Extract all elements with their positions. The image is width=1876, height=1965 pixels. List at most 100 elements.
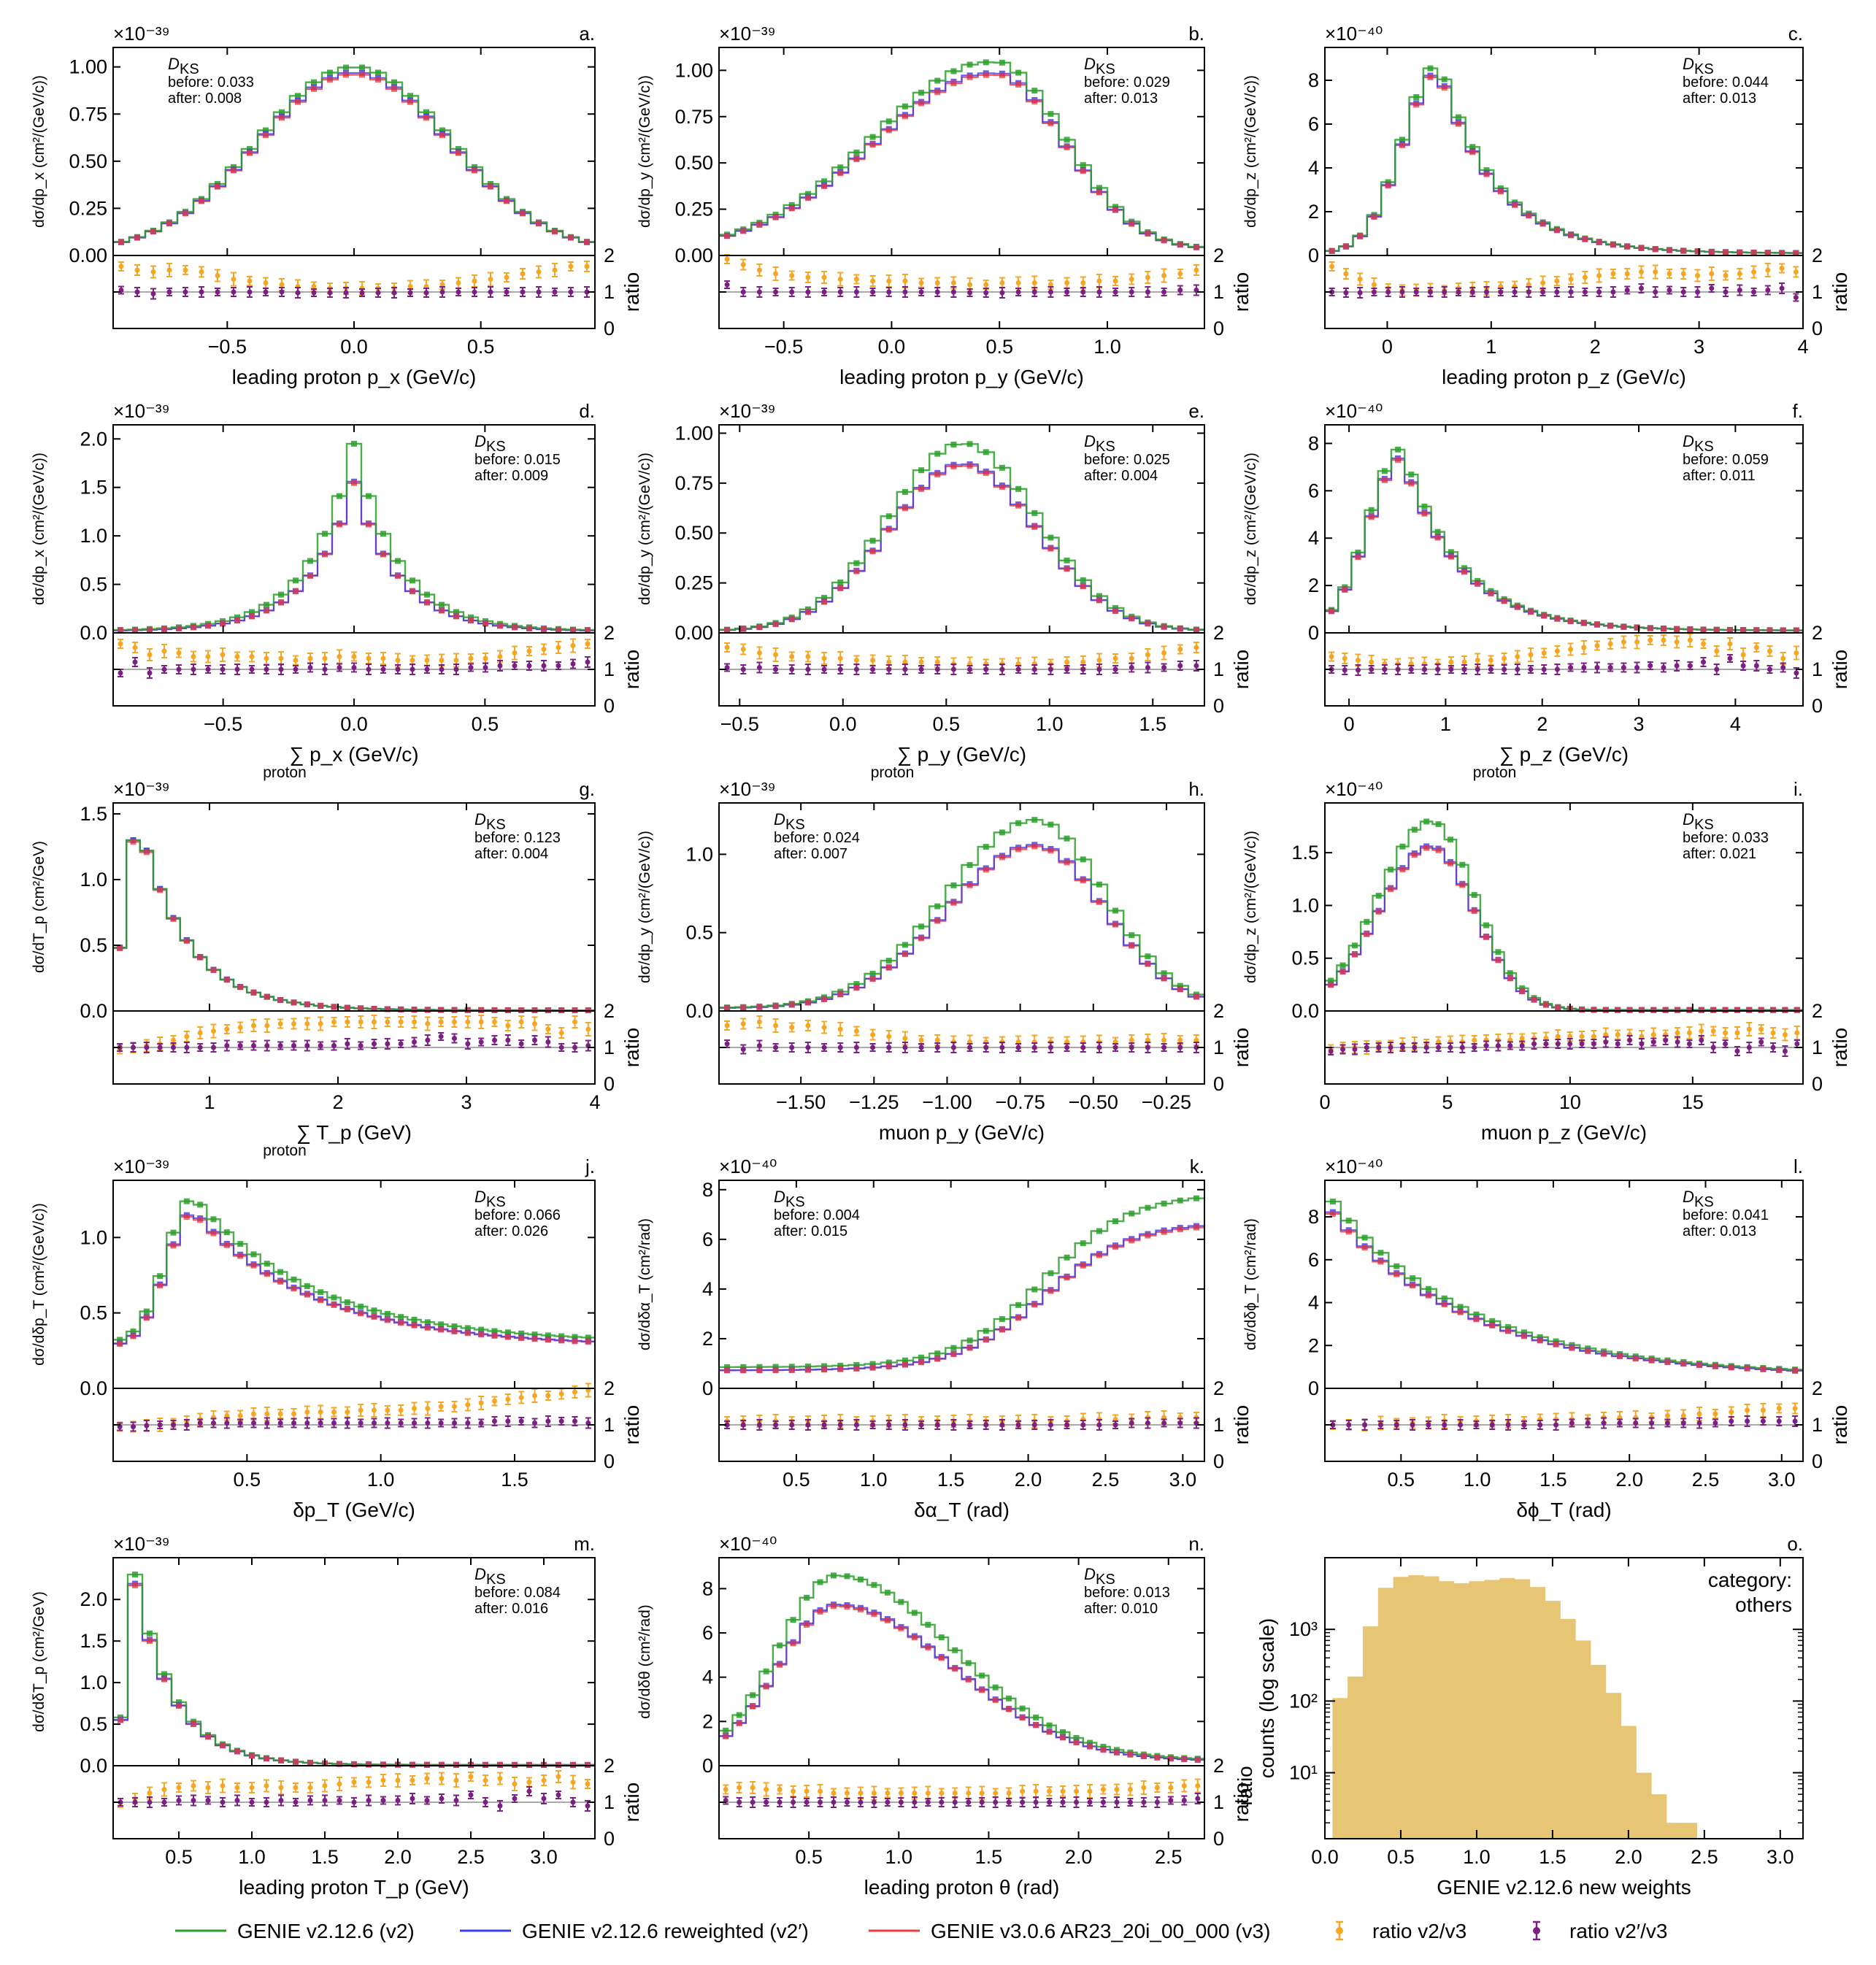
point-v3 bbox=[1375, 909, 1382, 915]
point-v3 bbox=[247, 150, 253, 156]
ratio-v2p-point bbox=[934, 1045, 940, 1050]
ratio-v2p-point bbox=[886, 666, 892, 672]
ratio-v2p-point bbox=[1080, 666, 1086, 672]
y-tick-label: 2.0 bbox=[80, 428, 107, 450]
point-v3 bbox=[1096, 899, 1102, 905]
point-v2 bbox=[1177, 1197, 1183, 1204]
point-v2 bbox=[1193, 1195, 1199, 1201]
ratio-v2p-point bbox=[983, 666, 989, 672]
point-v2 bbox=[170, 1229, 177, 1236]
panel-letter: e. bbox=[1188, 400, 1204, 422]
point-v3 bbox=[1129, 942, 1135, 949]
point-v3 bbox=[740, 1004, 747, 1011]
ratio-v2-point bbox=[1686, 1030, 1692, 1036]
panel-letter: j. bbox=[585, 1155, 595, 1177]
ratio-v2p-point bbox=[934, 1422, 940, 1428]
y-tick-label: 0.00 bbox=[674, 245, 713, 266]
ratio-v2p-point bbox=[211, 1420, 216, 1426]
ratio-tick-label: 2 bbox=[1213, 1000, 1224, 1022]
ratio-v2-point bbox=[1177, 271, 1183, 277]
ratio-v2p-point bbox=[756, 289, 762, 295]
point-v3 bbox=[170, 915, 177, 922]
ratio-axis-label: ratio bbox=[620, 272, 643, 312]
point-v3 bbox=[1064, 144, 1070, 150]
ratio-v2-point bbox=[311, 284, 317, 289]
ratio-v2p-point bbox=[740, 666, 746, 672]
ratio-v2p-point bbox=[934, 666, 940, 672]
ratio-v2p-point bbox=[251, 1420, 256, 1426]
ratio-v2p-point bbox=[1696, 1420, 1702, 1426]
point-v3 bbox=[1753, 627, 1760, 634]
ratio-v2p-point bbox=[1177, 1045, 1183, 1050]
ratio-v2p-point bbox=[304, 1043, 310, 1048]
point-v3 bbox=[1441, 85, 1448, 91]
ks-before: before: 0.033 bbox=[168, 74, 254, 91]
ratio-v2-point bbox=[532, 1393, 537, 1399]
ratio-v2p-point bbox=[1648, 663, 1653, 669]
y-tick-label: 1.00 bbox=[69, 56, 107, 78]
ratio-v2p-point bbox=[1782, 1048, 1788, 1054]
point-v2 bbox=[1410, 1275, 1416, 1282]
point-v2 bbox=[439, 601, 445, 608]
ratio-v2-point bbox=[184, 1034, 190, 1039]
point-v3 bbox=[536, 220, 542, 227]
point-v2 bbox=[277, 1269, 284, 1275]
ratio-v2p-point bbox=[1064, 1422, 1070, 1428]
point-v3 bbox=[584, 239, 590, 245]
y-axis-label: dσ/dp_x (cm²/(GeV/c)) bbox=[31, 75, 47, 228]
point-v3 bbox=[1647, 625, 1653, 631]
point-v3 bbox=[934, 918, 941, 924]
scale-exponent: ×10⁻³⁹ bbox=[113, 23, 170, 45]
series-line-v2 bbox=[113, 1200, 595, 1341]
point-v2 bbox=[1112, 907, 1119, 914]
point-v3 bbox=[183, 1214, 190, 1220]
ratio-v2p-point bbox=[584, 289, 590, 295]
ratio-v2p-point bbox=[967, 666, 973, 672]
point-v3 bbox=[371, 1314, 377, 1320]
ratio-v2-point bbox=[1161, 650, 1167, 655]
y-tick-label: 0 bbox=[1308, 622, 1319, 644]
point-v2 bbox=[950, 882, 957, 888]
point-v2 bbox=[1329, 1199, 1336, 1205]
ratio-v2-point bbox=[837, 277, 843, 282]
ratio-v2p-point bbox=[572, 1418, 577, 1424]
point-v3 bbox=[1385, 182, 1391, 189]
point-v2 bbox=[1015, 485, 1022, 492]
y-tick-label: 0.5 bbox=[1291, 947, 1319, 969]
ratio-v2p-point bbox=[452, 1420, 457, 1426]
point-v3 bbox=[772, 620, 779, 627]
point-v2 bbox=[343, 64, 349, 71]
ratio-v2p-point bbox=[131, 1424, 136, 1429]
point-v2 bbox=[950, 68, 957, 74]
ratio-v2-point bbox=[724, 1023, 730, 1028]
ratio-v2-point bbox=[1515, 654, 1521, 659]
point-v3 bbox=[491, 1333, 498, 1339]
point-v3 bbox=[220, 620, 226, 627]
point-v3 bbox=[322, 551, 328, 558]
point-v2 bbox=[1423, 818, 1430, 825]
point-v2 bbox=[1411, 826, 1418, 833]
ratio-v2p-point bbox=[1161, 289, 1167, 295]
ks-before: before: 0.004 bbox=[774, 1207, 860, 1223]
ratio-v2p-point bbox=[1528, 666, 1534, 672]
y-tick-label: 0.00 bbox=[69, 245, 107, 266]
ks-before: before: 0.029 bbox=[1084, 74, 1170, 91]
point-v2 bbox=[1064, 1254, 1070, 1261]
ratio-v2-point bbox=[505, 1396, 511, 1402]
panel-letter: k. bbox=[1190, 1155, 1204, 1177]
point-v3 bbox=[331, 1301, 337, 1308]
ratio-v2p-point bbox=[756, 1422, 762, 1428]
ratio-v2-point bbox=[1634, 639, 1640, 645]
point-v2 bbox=[934, 450, 941, 457]
point-v3 bbox=[518, 1335, 525, 1342]
ratio-v2-point bbox=[821, 274, 827, 280]
point-v3 bbox=[1555, 1004, 1561, 1011]
point-v3 bbox=[1624, 243, 1631, 250]
point-v3 bbox=[1080, 168, 1086, 174]
point-v2 bbox=[1507, 970, 1513, 977]
point-v2 bbox=[1345, 1218, 1352, 1224]
point-v3 bbox=[1591, 1007, 1597, 1013]
point-v3 bbox=[756, 222, 763, 228]
ratio-v2-point bbox=[1096, 658, 1102, 663]
panel-letter: a. bbox=[579, 23, 595, 45]
